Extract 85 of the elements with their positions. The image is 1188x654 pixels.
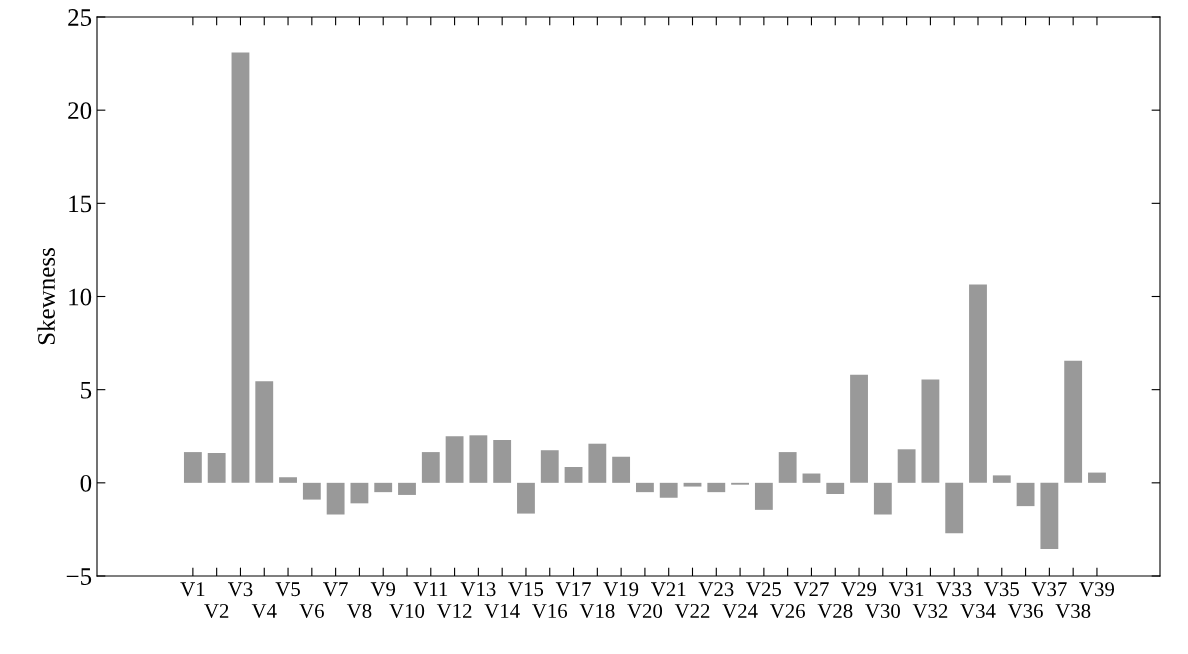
bar [1064, 360, 1083, 483]
x-tick-label: V2 [204, 604, 229, 619]
bar [493, 439, 512, 483]
y-tick-label: −5 [66, 568, 92, 585]
bar [564, 466, 583, 483]
bar [778, 452, 797, 483]
y-tick-label: 10 [69, 288, 92, 306]
bar [826, 482, 845, 495]
bar [207, 453, 226, 483]
x-tick-label: V33 [936, 582, 972, 597]
x-tick-label: V38 [1055, 603, 1091, 619]
x-tick-label: V1 [180, 582, 205, 597]
y-tick-label: 0 [80, 474, 92, 492]
bar [350, 482, 369, 504]
bar [231, 52, 250, 483]
bar [635, 482, 654, 493]
bar [398, 482, 416, 495]
bar [279, 477, 297, 483]
x-tick-label: V30 [865, 603, 900, 619]
x-tick-label: V32 [912, 604, 948, 619]
x-tick-label: V18 [579, 603, 615, 619]
x-tick-label: V5 [275, 582, 300, 597]
bar [873, 482, 892, 515]
x-tick-label: V36 [1007, 604, 1043, 619]
x-tick-label: V4 [251, 604, 277, 619]
bar [517, 482, 535, 514]
x-tick-label: V11 [413, 582, 448, 597]
x-tick-label: V29 [841, 582, 877, 597]
bar [588, 443, 607, 483]
bar [326, 482, 345, 515]
bar [255, 381, 274, 483]
bar [1088, 472, 1106, 483]
x-tick-label: V28 [817, 603, 853, 619]
x-tick-label: V34 [960, 604, 996, 619]
bar [945, 482, 964, 534]
y-tick-label: 20 [68, 102, 92, 120]
bar [754, 482, 773, 510]
x-tick-label: V22 [674, 604, 710, 619]
x-tick-label: V12 [436, 604, 472, 619]
x-tick-label: V9 [370, 582, 396, 597]
x-tick-label: V39 [1079, 582, 1115, 597]
x-tick-label: V6 [299, 604, 324, 619]
x-tick-label: V16 [532, 604, 568, 619]
bar [1016, 482, 1035, 507]
x-tick-label: V31 [888, 582, 924, 597]
bar [1040, 482, 1059, 549]
bar [540, 450, 559, 483]
bar [921, 379, 940, 483]
x-tick-label: V19 [603, 582, 639, 597]
y-tick-label: 25 [68, 9, 92, 26]
x-tick-label: V13 [460, 582, 496, 597]
x-tick-label: V10 [389, 603, 425, 619]
x-tick-label: V7 [323, 582, 348, 597]
x-tick-label: V15 [508, 582, 544, 597]
bar [469, 435, 488, 483]
bar [802, 473, 821, 483]
bar [992, 475, 1011, 483]
bar [183, 452, 202, 483]
bar [612, 456, 631, 483]
bar [445, 436, 464, 483]
x-tick-label: V27 [793, 582, 829, 597]
bar [374, 482, 393, 493]
y-tick-label: 5 [81, 381, 92, 399]
x-tick-label: V17 [555, 582, 591, 597]
y-axis-title: Skewness [37, 248, 55, 345]
x-tick-label: V23 [698, 582, 734, 597]
bar [659, 482, 678, 498]
y-tick-label: 15 [69, 195, 92, 213]
bar [897, 449, 916, 483]
x-tick-label: V3 [227, 582, 253, 597]
bar [302, 482, 321, 500]
x-tick-label: V21 [651, 582, 686, 597]
x-tick-label: V35 [984, 582, 1019, 597]
x-tick-label: V8 [346, 603, 372, 619]
x-tick-label: V20 [627, 603, 663, 619]
x-tick-label: V26 [769, 604, 805, 619]
x-tick-label: V25 [746, 582, 781, 597]
bar [969, 284, 987, 483]
bar [850, 374, 868, 483]
bar [421, 452, 440, 483]
x-tick-label: V37 [1031, 582, 1067, 597]
x-tick-label: V14 [484, 604, 520, 619]
bar [683, 482, 702, 487]
x-tick-label: V24 [722, 604, 758, 619]
bar [707, 482, 726, 493]
